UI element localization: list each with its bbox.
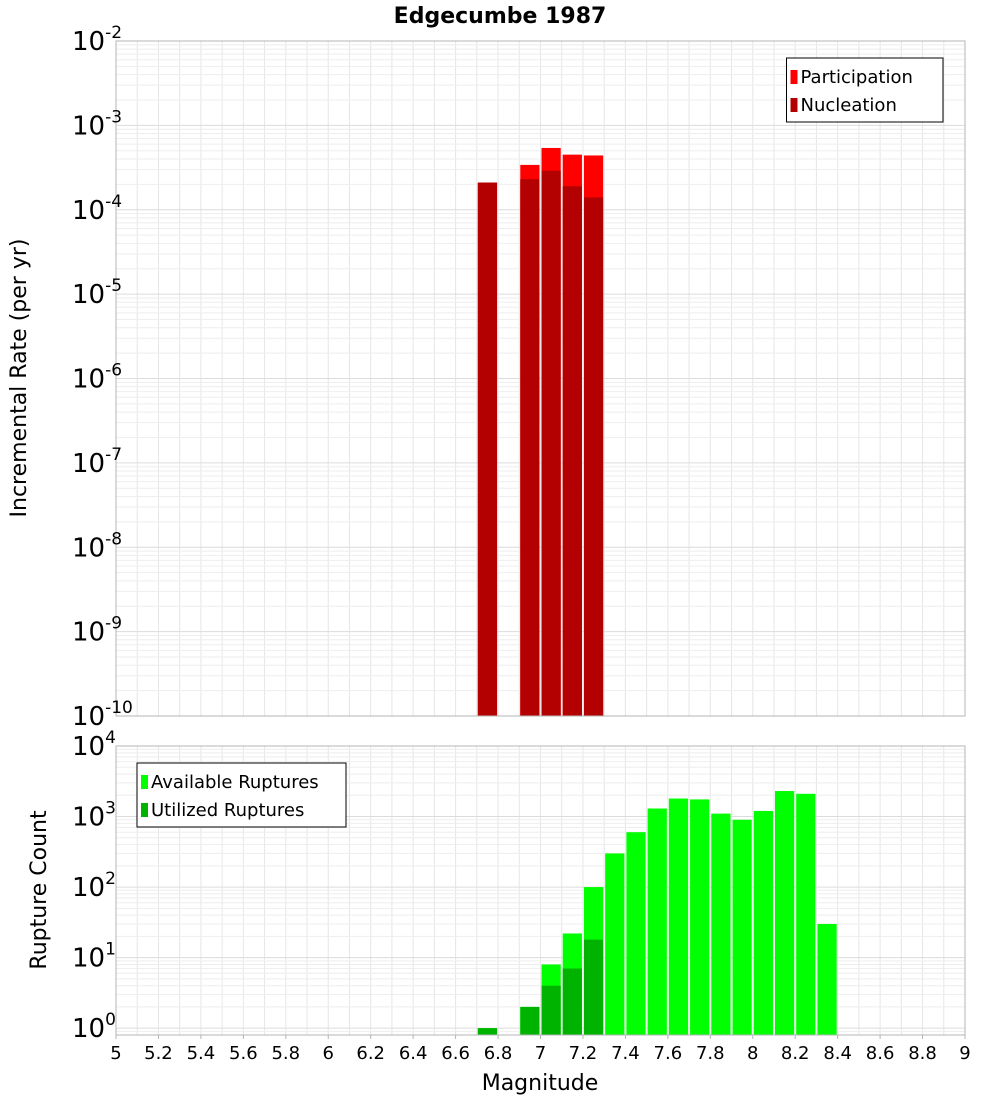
- x-tick-label: 8.2: [781, 1043, 810, 1064]
- top-y-tick-label: 10-9: [72, 614, 122, 648]
- bottom-bar-utilized-ruptures: [562, 968, 582, 1035]
- bottom-bar-available-ruptures: [732, 819, 752, 1035]
- bottom-bar-available-ruptures: [796, 793, 816, 1035]
- x-tick-label: 6.6: [441, 1043, 470, 1064]
- bottom-legend-box: [136, 762, 347, 828]
- top-legend-label-nucleation: Nucleation: [801, 95, 897, 116]
- bottom-bar-available-ruptures: [668, 798, 689, 1035]
- bottom-bar-utilized-ruptures: [541, 985, 561, 1035]
- x-tick-label: 8.4: [823, 1043, 852, 1064]
- bottom-legend-swatch-available-ruptures: [141, 775, 148, 789]
- x-tick-label: 9: [959, 1043, 970, 1064]
- x-tick-label: 8: [747, 1043, 758, 1064]
- bottom-y-tick-label: 103: [72, 799, 116, 833]
- x-tick-label: 5.2: [144, 1043, 173, 1064]
- bottom-y-axis-title: Rupture Count: [27, 810, 52, 970]
- x-tick-label: 5.6: [229, 1043, 258, 1064]
- bottom-legend-label-utilized-ruptures: Utilized Ruptures: [151, 800, 304, 821]
- chart-title: Edgecumbe 1987: [394, 4, 607, 29]
- top-y-tick-label: 10-10: [72, 698, 133, 732]
- bottom-bar-utilized-ruptures: [520, 1006, 540, 1035]
- bottom-legend-label-available-ruptures: Available Ruptures: [151, 772, 319, 793]
- x-tick-label: 5.8: [271, 1043, 300, 1064]
- top-legend-swatch-nucleation: [790, 98, 798, 112]
- top-bar-nucleation: [541, 170, 561, 716]
- top-bar-nucleation: [520, 179, 540, 716]
- bottom-plot-panel: 100 101 102 103 104 Available Ruptures Utilize…: [72, 728, 971, 1064]
- bottom-bar-available-ruptures: [753, 810, 773, 1035]
- x-tick-label: 7: [535, 1043, 546, 1064]
- x-tick-label: 7.4: [611, 1043, 640, 1064]
- bottom-y-tick-label: 102: [72, 869, 116, 903]
- x-tick-label: 7.2: [569, 1043, 598, 1064]
- x-tick-label: 5.4: [187, 1043, 216, 1064]
- x-tick-label: 7.6: [654, 1043, 683, 1064]
- top-y-tick-label: 10-7: [72, 445, 122, 479]
- top-bar-nucleation: [477, 182, 498, 716]
- x-tick-label: 8.6: [866, 1043, 895, 1064]
- top-y-tick-label: 10-8: [72, 529, 122, 563]
- bottom-bar-available-ruptures: [817, 923, 837, 1035]
- top-bar-nucleation: [583, 197, 604, 717]
- bottom-y-tick-label: 100: [72, 1010, 116, 1044]
- top-y-tick-label: 10-5: [72, 276, 122, 310]
- x-tick-label: 6.8: [484, 1043, 513, 1064]
- x-tick-label: 5: [110, 1043, 121, 1064]
- bottom-legend-swatch-utilized-ruptures: [141, 803, 148, 817]
- top-legend-box: [786, 57, 944, 123]
- top-legend-swatch-participation: [790, 70, 798, 84]
- top-bar-nucleation: [562, 186, 582, 716]
- bottom-y-tick-label: 104: [72, 728, 116, 762]
- x-tick-label: 6.2: [356, 1043, 385, 1064]
- bottom-bar-available-ruptures: [690, 799, 710, 1035]
- top-plot-panel: 10-10 10-9 10-8 10-7 10-6 10-5 10-4 10-3 10-2 Par…: [72, 23, 966, 732]
- top-plot-frame: [115, 40, 966, 717]
- top-y-axis-title: Incremental Rate (per yr): [7, 239, 32, 518]
- x-tick-label: 8.8: [908, 1043, 937, 1064]
- x-axis-title: Magnitude: [482, 1071, 599, 1096]
- x-tick-label: 6: [323, 1043, 334, 1064]
- top-legend-label-participation: Participation: [801, 67, 913, 88]
- top-y-tick-label: 10-4: [72, 192, 122, 226]
- bottom-bar-available-ruptures: [647, 808, 667, 1035]
- bottom-y-tick-label: 101: [72, 940, 116, 974]
- bottom-bar-available-ruptures: [626, 832, 646, 1035]
- bottom-bar-available-ruptures: [711, 813, 731, 1035]
- bottom-bar-available-ruptures: [774, 791, 795, 1035]
- bottom-bar-utilized-ruptures: [477, 1028, 498, 1035]
- x-tick-label: 7.8: [696, 1043, 725, 1064]
- top-y-tick-label: 10-6: [72, 361, 122, 395]
- bottom-bar-utilized-ruptures: [583, 939, 604, 1035]
- bottom-bar-available-ruptures: [605, 853, 625, 1035]
- top-y-tick-label: 10-3: [72, 107, 122, 141]
- x-tick-label: 6.4: [399, 1043, 428, 1064]
- top-y-tick-label: 10-2: [72, 23, 122, 57]
